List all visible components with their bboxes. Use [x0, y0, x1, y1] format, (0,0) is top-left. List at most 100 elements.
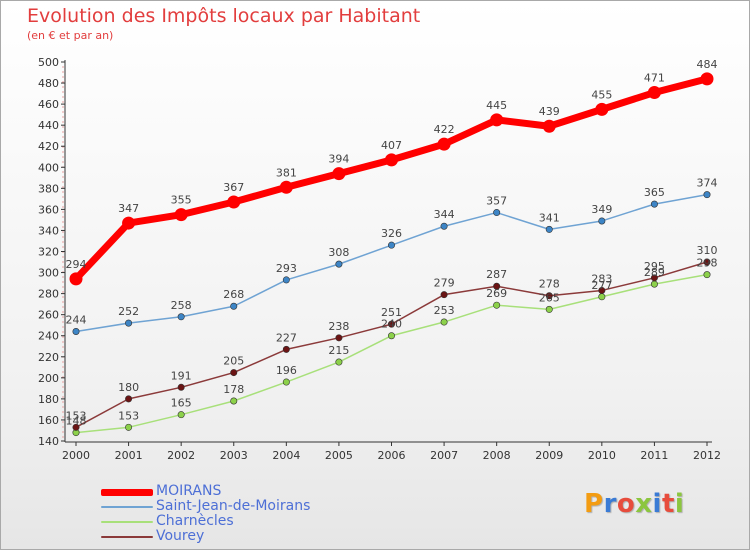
chart-subtitle: (en € et par an)	[27, 29, 114, 42]
data-point	[703, 191, 711, 199]
data-point	[125, 423, 133, 431]
data-point	[493, 282, 501, 290]
data-point	[227, 195, 241, 209]
legend: MOIRANS Saint-Jean-de-Moirans Charnècles Vo…	[101, 483, 361, 544]
data-label: 381	[276, 166, 297, 179]
data-label: 178	[223, 383, 244, 396]
data-point	[493, 209, 501, 217]
y-tick-label: 180	[38, 393, 59, 406]
data-label: 422	[434, 123, 455, 136]
data-label: 253	[434, 304, 455, 317]
data-label: 310	[697, 244, 718, 257]
data-point	[387, 332, 395, 340]
data-label: 240	[381, 318, 402, 331]
data-point	[598, 217, 606, 225]
data-point	[125, 395, 133, 403]
legend-swatch	[101, 506, 153, 508]
data-point	[230, 302, 238, 310]
y-tick-label: 340	[38, 224, 59, 237]
y-tick-label: 320	[38, 246, 59, 259]
y-tick-label: 400	[38, 161, 59, 174]
y-tick-label: 200	[38, 372, 59, 385]
data-label: 471	[644, 72, 665, 85]
x-tick-label: 2006	[378, 449, 406, 462]
data-label: 344	[434, 208, 455, 221]
data-point	[440, 222, 448, 230]
data-label: 341	[539, 211, 560, 224]
data-point	[703, 271, 711, 279]
x-tick-label: 2011	[640, 449, 668, 462]
data-label: 289	[644, 266, 665, 279]
data-point	[650, 274, 658, 282]
legend-swatch	[101, 488, 153, 496]
data-label: 244	[66, 314, 87, 327]
data-label: 215	[328, 344, 349, 357]
x-tick-label: 2002	[167, 449, 195, 462]
y-tick-label: 360	[38, 203, 59, 216]
data-label: 252	[118, 305, 139, 318]
data-label: 355	[171, 194, 192, 207]
data-point	[598, 293, 606, 301]
y-tick-label: 500	[38, 56, 59, 69]
data-label: 293	[276, 262, 297, 275]
y-tick-label: 300	[38, 267, 59, 280]
data-label: 153	[66, 409, 87, 422]
data-point	[703, 258, 711, 266]
data-label: 279	[434, 277, 455, 290]
data-point	[72, 328, 80, 336]
data-label: 165	[171, 397, 192, 410]
data-label: 357	[486, 195, 507, 208]
data-point	[387, 241, 395, 249]
data-point	[542, 119, 556, 133]
data-label: 277	[591, 279, 612, 292]
data-label: 251	[381, 306, 402, 319]
data-point	[440, 318, 448, 326]
data-point	[174, 208, 188, 222]
data-point	[335, 260, 343, 268]
data-label: 191	[171, 369, 192, 382]
data-point	[387, 320, 395, 328]
data-point	[69, 272, 83, 286]
y-tick-label: 440	[38, 119, 59, 132]
data-point	[490, 113, 504, 127]
data-label: 196	[276, 364, 297, 377]
x-tick-label: 2012	[693, 449, 721, 462]
data-point	[177, 383, 185, 391]
y-tick-label: 460	[38, 98, 59, 111]
data-point	[177, 411, 185, 419]
data-label: 365	[644, 186, 665, 199]
data-label: 153	[118, 409, 139, 422]
y-tick-label: 480	[38, 77, 59, 90]
y-tick-label: 140	[38, 435, 59, 448]
data-label: 347	[118, 202, 139, 215]
x-tick-label: 2005	[325, 449, 353, 462]
data-point	[437, 137, 451, 151]
legend-swatch	[101, 521, 153, 523]
data-point	[545, 305, 553, 313]
legend-item: Charnècles	[101, 513, 361, 529]
data-point	[332, 167, 346, 181]
data-label: 439	[539, 105, 560, 118]
x-tick-label: 2008	[483, 449, 511, 462]
y-tick-label: 260	[38, 309, 59, 322]
legend-item: MOIRANS	[101, 483, 361, 499]
data-label: 394	[328, 153, 349, 166]
data-label: 268	[223, 288, 244, 301]
data-label: 265	[539, 291, 560, 304]
legend-label: MOIRANS	[156, 483, 222, 499]
data-label: 227	[276, 331, 297, 344]
y-tick-label: 240	[38, 330, 59, 343]
data-point	[125, 319, 133, 327]
data-point	[282, 378, 290, 386]
data-label: 367	[223, 181, 244, 194]
y-tick-label: 160	[38, 414, 59, 427]
data-point	[650, 280, 658, 288]
data-point	[700, 72, 714, 86]
data-label: 374	[697, 177, 718, 190]
data-point	[385, 153, 398, 167]
series-line-0	[72, 75, 711, 283]
data-point	[72, 423, 80, 431]
data-label: 269	[486, 287, 507, 300]
proxiti-logo: Proxiti	[584, 489, 685, 519]
